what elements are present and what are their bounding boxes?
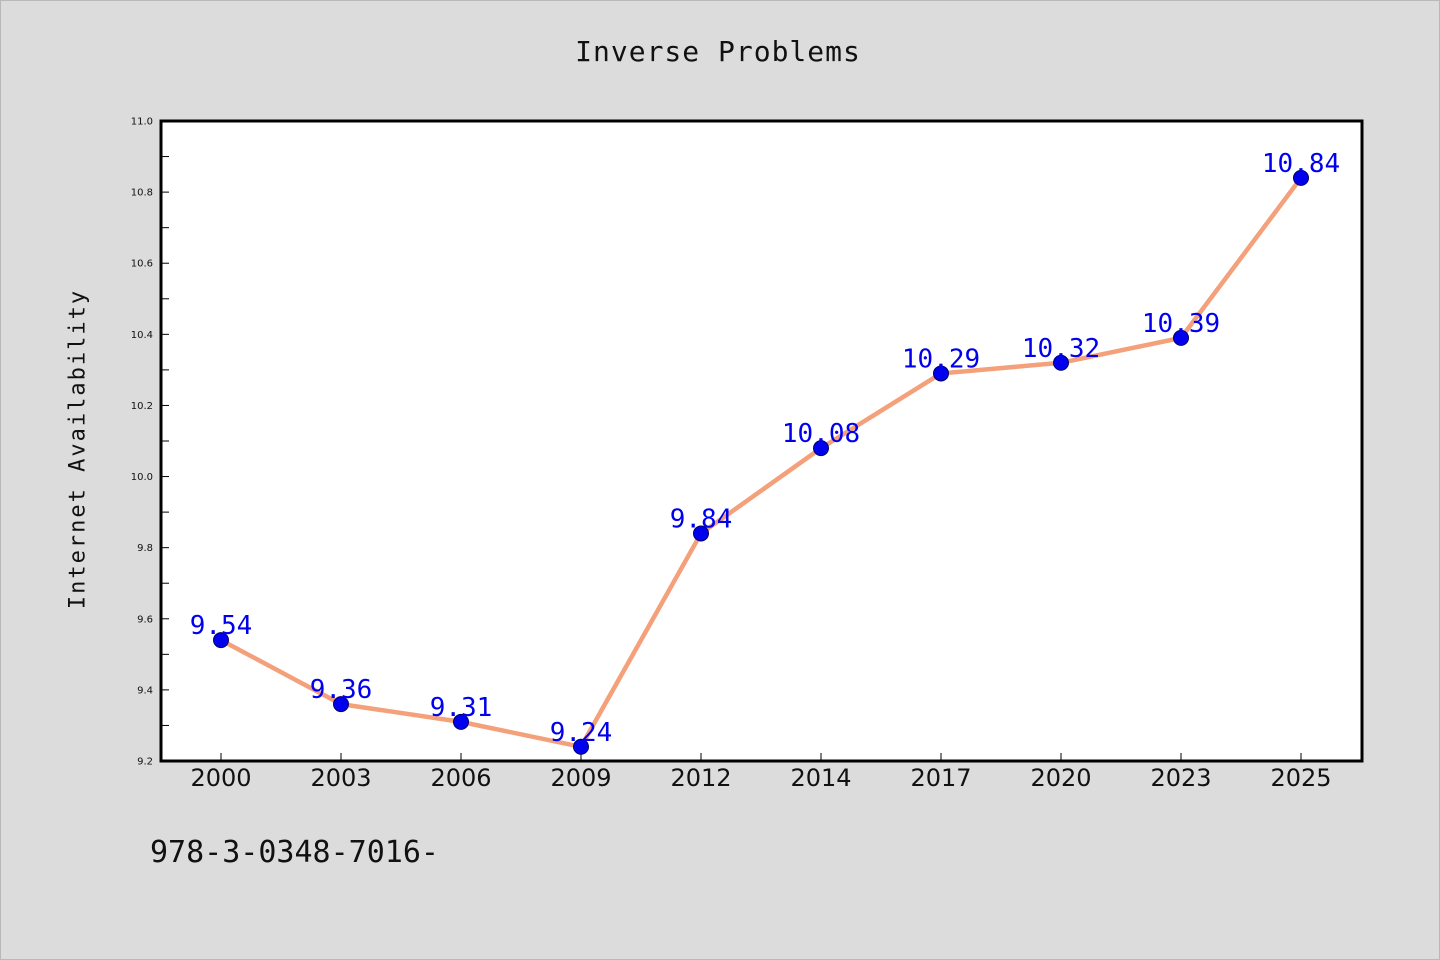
data-point — [693, 525, 709, 542]
data-point — [213, 632, 229, 649]
data-point — [1053, 354, 1069, 371]
data-label: 10.32 — [1022, 334, 1100, 364]
y-tick-label: 9.2 — [137, 757, 153, 768]
x-tick-label: 2006 — [430, 764, 491, 792]
x-tick-label: 2020 — [1030, 764, 1091, 792]
data-label: 10.39 — [1142, 309, 1220, 339]
y-tick-label: 11.0 — [131, 117, 153, 128]
y-tick-label: 9.4 — [137, 685, 153, 696]
data-label: 10.29 — [902, 344, 980, 374]
data-point — [813, 440, 829, 457]
y-tick-label: 9.8 — [137, 543, 153, 554]
data-point — [1173, 329, 1189, 346]
data-point — [573, 738, 589, 755]
data-label: 10.08 — [782, 419, 860, 449]
data-label: 10.84 — [1262, 149, 1340, 179]
data-point — [933, 365, 949, 382]
data-label: 9.54 — [190, 611, 253, 641]
y-tick-label: 10.2 — [131, 401, 153, 412]
y-tick-label: 10.8 — [131, 188, 153, 199]
y-tick-label: 9.6 — [137, 614, 153, 625]
data-point — [1293, 169, 1309, 186]
x-tick-label: 2003 — [310, 764, 371, 792]
series-line — [219, 176, 1303, 750]
data-label: 9.24 — [550, 718, 613, 748]
y-tick-label: 10.4 — [131, 330, 153, 341]
y-tick-label: 10.6 — [131, 259, 153, 270]
plot-area — [159, 119, 1364, 763]
x-tick-label: 2014 — [790, 764, 851, 792]
x-tick-label: 2023 — [1150, 764, 1211, 792]
x-tick-label: 2012 — [670, 764, 731, 792]
footer-code: 978-3-0348-7016- — [150, 835, 439, 870]
x-tick-label: 2009 — [550, 764, 611, 792]
chart-title: Inverse Problems — [575, 35, 861, 68]
y-tick-label: 10.0 — [131, 472, 153, 483]
data-label: 9.36 — [310, 675, 373, 705]
x-tick-label: 2025 — [1270, 764, 1331, 792]
data-label: 9.84 — [670, 504, 733, 534]
data-point — [453, 713, 469, 730]
x-tick-label: 2017 — [910, 764, 971, 792]
x-tick-label: 2000 — [190, 764, 251, 792]
data-label: 9.31 — [430, 693, 493, 723]
data-point — [333, 696, 349, 713]
